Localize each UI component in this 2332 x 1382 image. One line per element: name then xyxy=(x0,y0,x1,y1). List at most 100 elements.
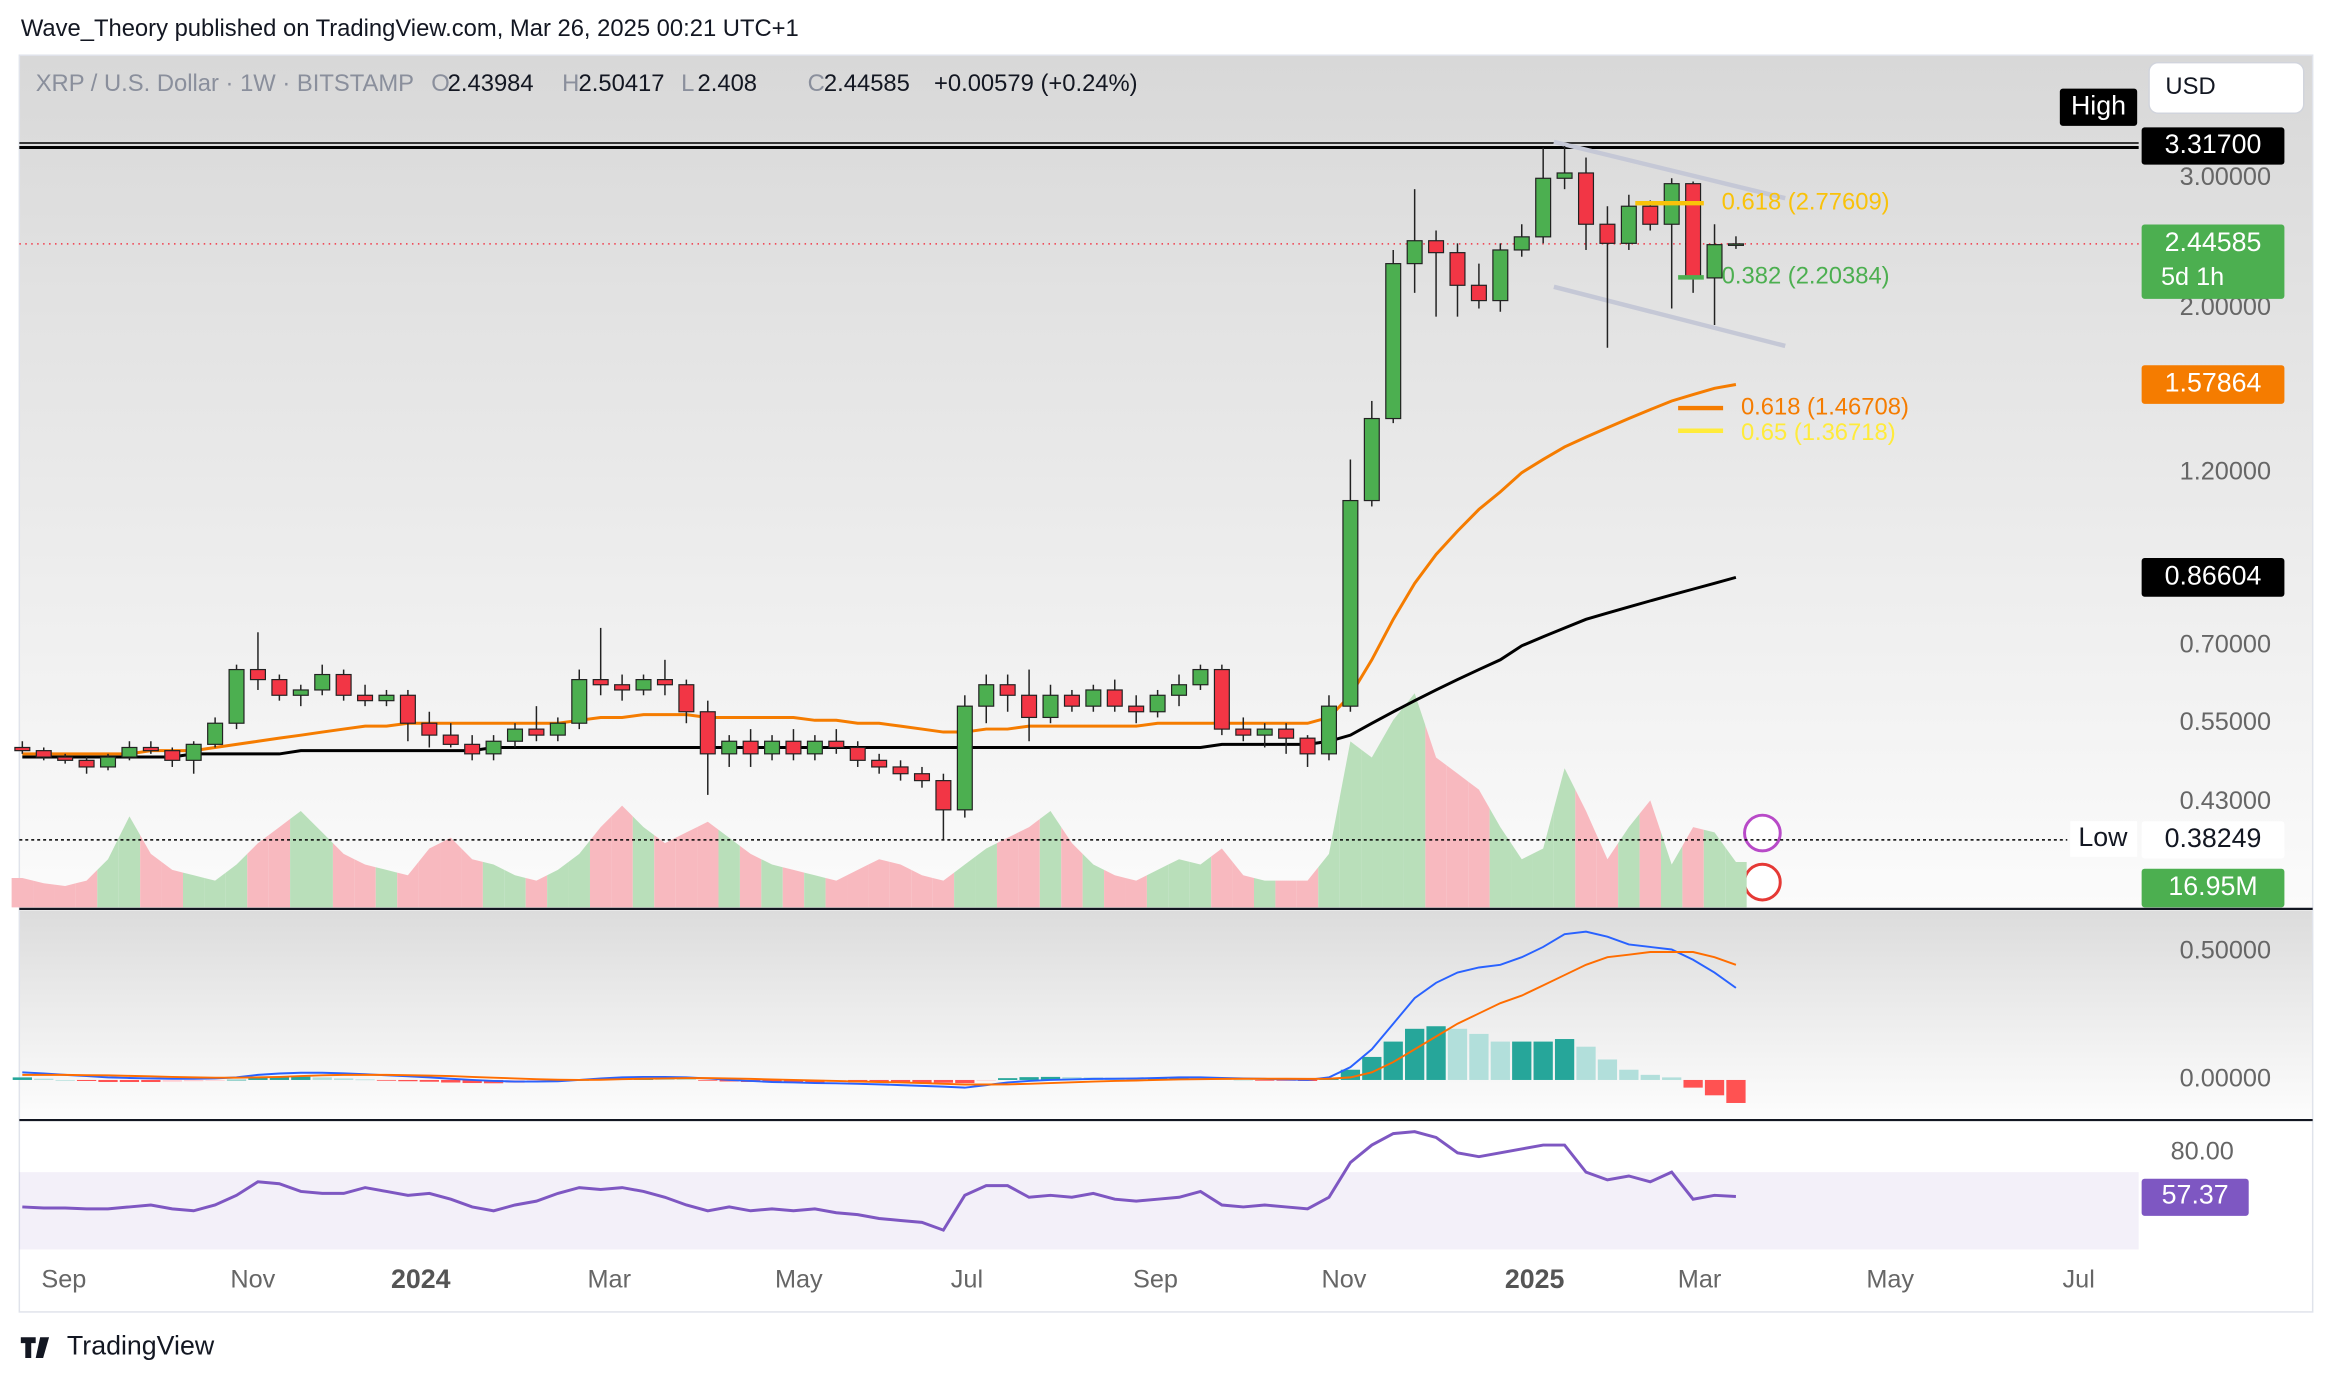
volume-area xyxy=(1125,875,1147,908)
volume-area xyxy=(1575,789,1597,908)
candle-body xyxy=(678,684,695,713)
last-price-box xyxy=(2141,224,2285,299)
x-tick-label: Jul xyxy=(2063,1265,2095,1293)
x-tick-label: Sep xyxy=(1133,1265,1178,1293)
volume-area xyxy=(1168,859,1190,908)
volume-area xyxy=(739,845,762,908)
volume-area xyxy=(504,869,526,908)
candle-body xyxy=(1235,728,1252,736)
currency-button[interactable] xyxy=(2148,61,2305,114)
rsi-tag: 57.37 xyxy=(2162,1180,2229,1210)
candle-body xyxy=(14,746,31,752)
candle-body xyxy=(1042,694,1059,719)
volume-area xyxy=(1254,877,1276,908)
channel-line xyxy=(1553,284,1786,349)
candle-body xyxy=(1706,244,1723,279)
candle-body xyxy=(1492,249,1509,302)
ma-value: 1.57864 xyxy=(2165,368,2262,398)
volume-area xyxy=(1446,765,1469,908)
macd-histogram xyxy=(141,1079,161,1083)
indicator-icon[interactable] xyxy=(1743,813,1782,853)
candle-body xyxy=(1428,240,1445,254)
candle-body xyxy=(785,740,802,755)
ma-value-box xyxy=(2141,558,2285,597)
publisher: Wave_Theory published on TradingView.com… xyxy=(21,15,799,42)
rsi-tag-box xyxy=(2141,1178,2249,1216)
volume-area xyxy=(204,872,226,908)
macd-histogram xyxy=(1340,1069,1361,1080)
volume-tag: 16.95M xyxy=(2168,871,2257,901)
macd-histogram xyxy=(955,1079,975,1084)
candle-body xyxy=(1535,177,1552,238)
macd-histogram xyxy=(1383,1041,1403,1080)
macd-histogram xyxy=(1255,1079,1275,1081)
candle-body xyxy=(464,743,481,755)
volume-area xyxy=(954,856,976,908)
macd-histogram xyxy=(1726,1079,1746,1103)
candle-body xyxy=(378,694,395,702)
volume-area xyxy=(911,869,933,908)
macd-histogram xyxy=(355,1079,375,1081)
macd-macd xyxy=(22,930,1737,1089)
candle-body xyxy=(935,780,952,811)
events-icon[interactable] xyxy=(1743,862,1782,902)
candle-body xyxy=(292,689,309,696)
volume-area xyxy=(1082,853,1105,908)
macd-pane xyxy=(19,910,2313,1119)
macd-histogram xyxy=(1469,1033,1489,1080)
candle-body xyxy=(1620,205,1637,244)
y-tick-label: 0.55000 xyxy=(2180,708,2271,736)
macd-histogram xyxy=(205,1079,225,1081)
ohlc-value: 2.50417 xyxy=(579,70,665,97)
candle-body xyxy=(1470,284,1487,302)
currency[interactable]: USD xyxy=(2165,73,2215,100)
rsi-line xyxy=(22,1130,1736,1232)
volume-area xyxy=(1532,808,1554,908)
volume-area xyxy=(1296,867,1319,908)
ma-value-box xyxy=(2141,365,2285,404)
macd-histogram xyxy=(76,1079,97,1081)
moving-average xyxy=(22,575,1737,759)
countdown: 5d 1h xyxy=(2161,263,2224,291)
candle-body xyxy=(1149,694,1166,713)
candle-body xyxy=(635,679,652,691)
candle-body xyxy=(1599,223,1616,244)
volume-area xyxy=(1189,856,1212,908)
volume-area xyxy=(1061,827,1083,908)
volume-area xyxy=(889,861,912,908)
x-tick-label: Sep xyxy=(41,1265,86,1293)
candle-body xyxy=(1385,263,1402,420)
volume-area xyxy=(1211,848,1233,908)
high-value: 3.31700 xyxy=(2165,129,2262,159)
candle-body xyxy=(1513,236,1530,251)
volume-area xyxy=(1232,861,1254,908)
low-value: 0.38249 xyxy=(2165,823,2262,853)
volume-area xyxy=(1511,843,1533,908)
ohlc-key: C xyxy=(808,70,825,97)
candle-body xyxy=(442,734,459,745)
macd-histogram xyxy=(312,1077,332,1080)
volume-area xyxy=(118,816,141,908)
candle-body xyxy=(1299,737,1316,755)
y-tick-label: 0.43000 xyxy=(2180,787,2271,815)
volume-area xyxy=(697,821,719,908)
candle-body xyxy=(892,766,909,775)
ohlc-key: O xyxy=(431,70,450,97)
ohlc-key: L xyxy=(681,70,694,97)
candle-body xyxy=(35,750,52,758)
macd-histogram xyxy=(1619,1069,1639,1080)
macd-histogram xyxy=(248,1077,268,1080)
volume-area xyxy=(225,853,248,908)
volume-area xyxy=(825,875,848,908)
candle-body xyxy=(1577,172,1595,225)
x-tick-label: May xyxy=(775,1265,823,1293)
candle-body xyxy=(1128,705,1145,713)
fib-label: 0.65 (1.36718) xyxy=(1741,419,1896,446)
candle-body xyxy=(1170,684,1188,696)
candle-body xyxy=(806,740,823,755)
candle-body xyxy=(1106,689,1123,707)
volume-area xyxy=(996,832,1019,908)
candle-body xyxy=(1021,694,1038,719)
candle-body xyxy=(271,679,288,696)
